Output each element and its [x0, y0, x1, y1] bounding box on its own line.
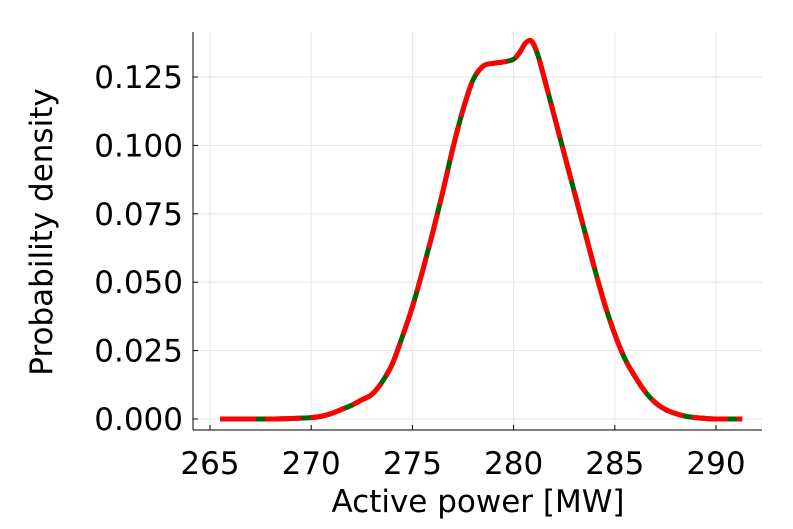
x-tick-label: 270: [282, 446, 341, 482]
y-tick-label: 0.100: [94, 128, 183, 164]
y-tick-label: 0.075: [94, 197, 183, 233]
x-tick-label: 265: [180, 446, 239, 482]
grid: [193, 32, 762, 430]
axes: [192, 32, 762, 431]
y-axis-label: Probability density: [24, 88, 60, 375]
y-tick-label: 0.000: [94, 402, 183, 438]
y-tick-label: 0.050: [94, 265, 183, 301]
series-line-2: [220, 37, 743, 422]
y-tick-label: 0.025: [94, 334, 183, 370]
y-tick-label: 0.125: [94, 60, 183, 96]
series-line-1: [220, 37, 743, 422]
x-tick-label: 290: [686, 446, 745, 482]
x-tick-label: 275: [383, 446, 442, 482]
x-tick-label: 280: [484, 446, 543, 482]
tick-labels: 265 270 275 280 285 290 0.000 0.025 0.050 0.075 0.…: [94, 60, 745, 482]
x-axis-label: Active power [MW]: [331, 484, 624, 520]
x-tick-label: 285: [585, 446, 644, 482]
plot-area: [220, 37, 743, 422]
